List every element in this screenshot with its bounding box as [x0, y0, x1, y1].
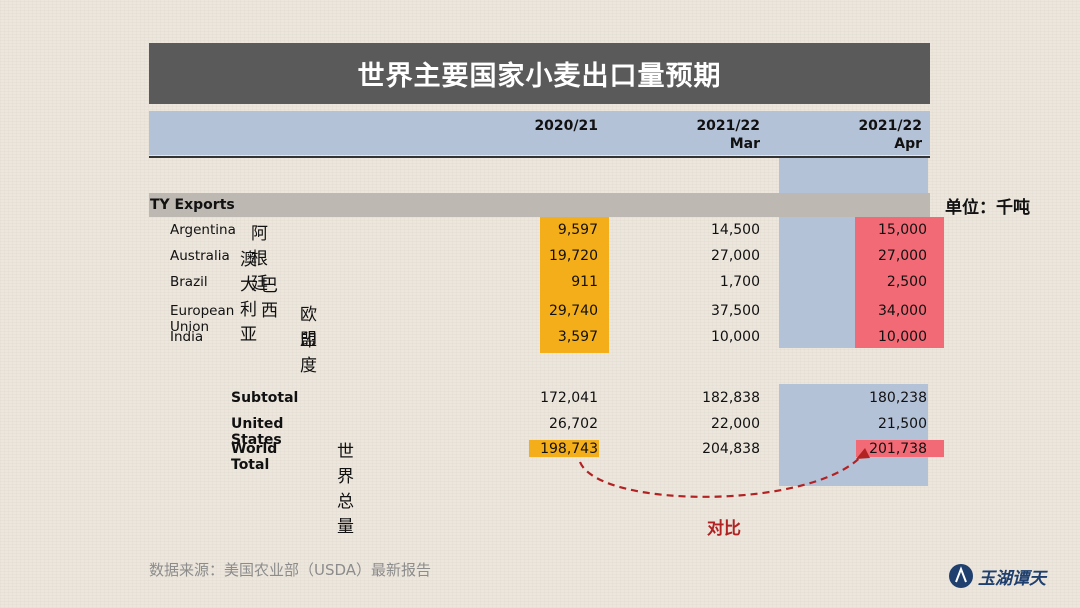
- cell-value: 19,720: [549, 248, 598, 264]
- column-header-line2: Mar: [729, 136, 760, 152]
- cell-value: 182,838: [702, 390, 760, 406]
- row-label-cn: 澳大利亚: [240, 250, 257, 345]
- cell-value: 29,740: [549, 303, 598, 319]
- row-label-en: India: [170, 329, 204, 345]
- cell-value: 22,000: [711, 416, 760, 432]
- row-label-en: Brazil: [170, 274, 208, 290]
- column-header-2021-22-mar: 2021/22 Mar: [640, 118, 760, 152]
- compare-arrow-head: [856, 448, 870, 459]
- cell-value: 180,238: [869, 390, 927, 406]
- column-header-2020-21: 2020/21: [478, 118, 598, 134]
- summary-label: World Total: [231, 441, 278, 473]
- cell-value: 911: [571, 274, 598, 290]
- row-label-en: European Union: [170, 303, 235, 335]
- cell-value: 10,000: [878, 329, 927, 345]
- cell-value: 21,500: [878, 416, 927, 432]
- summary-label-cn: 世界总量: [337, 442, 354, 537]
- cell-value: 27,000: [878, 248, 927, 264]
- column-header-line1: 2020/21: [534, 118, 598, 134]
- unit-label: 单位：千吨: [945, 198, 1030, 218]
- row-label-cn: 巴西: [261, 276, 278, 321]
- row-label-cn: 印度: [300, 331, 317, 376]
- column-header-2021-22-apr: 2021/22 Apr: [802, 118, 922, 152]
- cell-value: 198,743: [540, 441, 598, 457]
- summary-label: United States: [231, 416, 284, 448]
- logo-icon: [949, 564, 973, 588]
- highlight-apr: [855, 217, 944, 348]
- cell-value: 10,000: [711, 329, 760, 345]
- cell-value: 204,838: [702, 441, 760, 457]
- page-title: 世界主要国家小麦出口量预期: [149, 43, 930, 104]
- header-band: [149, 111, 930, 155]
- cell-value: 3,597: [557, 329, 598, 345]
- logo-text: 玉湖谭天: [978, 568, 1046, 589]
- compare-arrow-path: [578, 451, 866, 498]
- cell-value: 37,500: [711, 303, 760, 319]
- summary-label: Subtotal: [231, 390, 299, 406]
- cell-value: 14,500: [711, 222, 760, 238]
- cell-value: 15,000: [878, 222, 927, 238]
- cell-value: 201,738: [869, 441, 927, 457]
- row-label-en: Argentina: [170, 222, 236, 238]
- source-note: 数据来源：美国农业部（USDA）最新报告: [149, 561, 432, 579]
- section-label: TY Exports: [150, 197, 235, 213]
- title-text: 世界主要国家小麦出口量预期: [357, 61, 722, 92]
- row-label-cn: 阿根廷: [251, 224, 268, 294]
- column-header-line1: 2021/22: [858, 118, 922, 134]
- section-band: [149, 193, 930, 217]
- highlight-world-total-apr: [856, 440, 944, 457]
- logo: 玉湖谭天: [948, 563, 1046, 589]
- column-header-line1: 2021/22: [696, 118, 760, 134]
- cell-value: 172,041: [540, 390, 598, 406]
- cell-value: 27,000: [711, 248, 760, 264]
- cell-value: 26,702: [549, 416, 598, 432]
- highlight-2020-21: [540, 217, 609, 353]
- highlight-world-total-2020: [529, 440, 599, 457]
- apr-column-band-summary: [779, 384, 928, 486]
- row-label-cn: 欧盟: [300, 305, 317, 350]
- cell-value: 9,597: [557, 222, 598, 238]
- apr-column-band-top: [779, 158, 928, 193]
- row-label-en: Australia: [170, 248, 230, 264]
- cell-value: 1,700: [719, 274, 760, 290]
- header-divider: [149, 156, 930, 158]
- compare-arrow: [578, 448, 870, 498]
- cell-value: 2,500: [886, 274, 927, 290]
- cell-value: 34,000: [878, 303, 927, 319]
- column-header-line2: Apr: [894, 136, 922, 152]
- compare-label: 对比: [707, 519, 741, 539]
